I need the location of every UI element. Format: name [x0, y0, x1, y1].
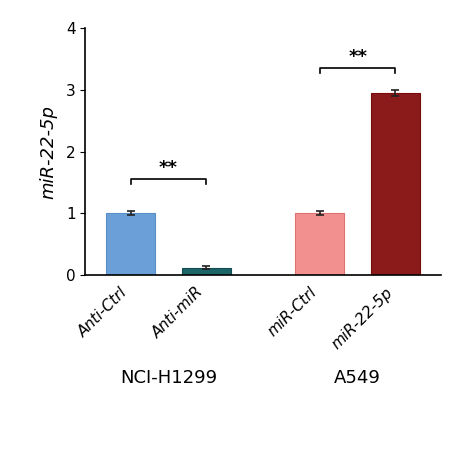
- Bar: [295, 213, 345, 275]
- Bar: [182, 267, 231, 275]
- Bar: [106, 213, 155, 275]
- Text: **: **: [348, 48, 367, 66]
- Y-axis label: miR-22-5p: miR-22-5p: [39, 105, 57, 199]
- Text: **: **: [159, 159, 178, 177]
- Text: A549: A549: [334, 369, 381, 387]
- Bar: [371, 93, 420, 275]
- Text: NCI-H1299: NCI-H1299: [120, 369, 217, 387]
